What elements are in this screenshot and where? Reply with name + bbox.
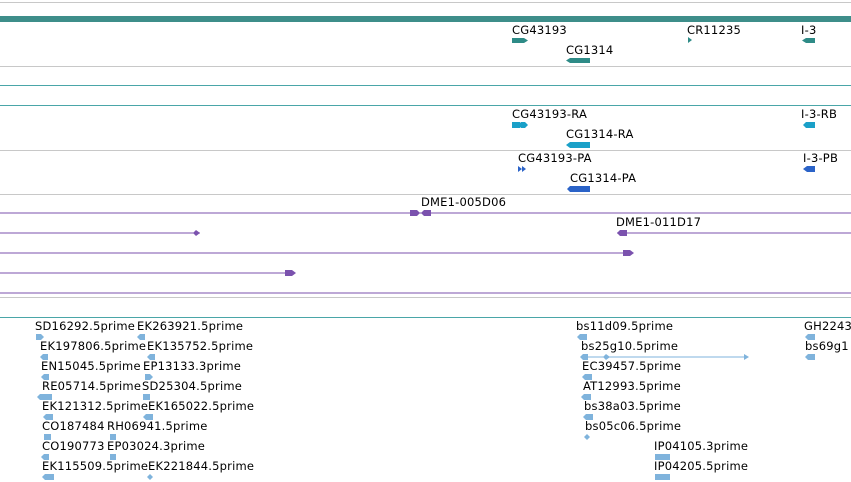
est-label[interactable]: bs11d09.5prime <box>576 319 674 333</box>
est-label[interactable]: EK121312.5prime <box>42 399 149 413</box>
gene-glyph-cg1314 <box>566 58 590 63</box>
est-glyph <box>584 434 590 440</box>
est-glyph <box>583 414 593 420</box>
transcript-glyph-cg43193-ra <box>512 122 523 128</box>
est-glyph <box>40 354 48 360</box>
est-glyph <box>655 474 670 480</box>
gene-label-i3[interactable]: I-3 <box>801 23 817 37</box>
gene-glyph-cr11235 <box>688 37 692 43</box>
clone-glyph-dme1-005d06-2 <box>421 210 431 216</box>
est-label[interactable]: SD25304.5prime <box>142 379 243 393</box>
clone-glyph-dme1-005d06 <box>410 210 420 216</box>
gene-label-cg1314[interactable]: CG1314 <box>566 43 614 57</box>
est-label[interactable]: bs69g1 <box>805 339 849 353</box>
est-label[interactable]: EP03024.3prime <box>107 439 206 453</box>
track-separator <box>0 150 851 151</box>
est-label[interactable]: AT12993.5prime <box>583 379 681 393</box>
track-separator <box>0 194 851 195</box>
est-label[interactable]: EK197806.5prime <box>40 339 147 353</box>
protein-glyph-i3-pb <box>803 166 815 172</box>
clone-glyph <box>285 270 296 276</box>
clone-glyph <box>193 230 200 236</box>
clone-label-dme1-005d06[interactable]: DME1-005D06 <box>421 195 507 209</box>
protein-label-cg1314-pa[interactable]: CG1314-PA <box>570 171 637 185</box>
est-glyph <box>582 374 592 380</box>
est-label[interactable]: bs38a03.5prime <box>584 399 681 413</box>
est-label[interactable]: bs05c06.5prime <box>585 419 682 433</box>
est-label[interactable]: SD16292.5prime <box>35 319 136 333</box>
est-label[interactable]: GH2243 <box>804 319 851 333</box>
transcript-label-i3-rb[interactable]: I-3-RB <box>801 107 838 121</box>
est-label[interactable]: RE05714.5prime <box>42 379 142 393</box>
est-glyph <box>655 454 670 460</box>
est-glyph <box>603 354 610 360</box>
est-glyph <box>805 354 815 360</box>
transcript-label-cg43193-ra[interactable]: CG43193-RA <box>512 107 588 121</box>
gene-label-cr11235[interactable]: CR11235 <box>687 23 742 37</box>
protein-glyph-cg1314-pa <box>567 186 590 192</box>
est-glyph <box>137 334 145 340</box>
track-separator <box>0 105 851 106</box>
est-glyph <box>581 394 591 400</box>
transcript-glyph-i3-rb <box>803 122 815 128</box>
clone-glyph <box>623 250 634 256</box>
est-label[interactable]: EP13133.3prime <box>143 359 242 373</box>
track-separator <box>0 85 851 86</box>
transcript-glyph-cg43193-ra-2 <box>521 122 528 128</box>
est-glyph <box>46 474 54 480</box>
est-label[interactable]: EK221844.5prime <box>148 459 255 473</box>
est-glyph <box>110 434 116 440</box>
est-glyph <box>110 454 116 460</box>
est-glyph <box>580 354 588 360</box>
gene-label-cg43193[interactable]: CG43193 <box>512 23 567 37</box>
clone-glyph-dme1-011d17 <box>617 230 627 236</box>
est-label[interactable]: IP04205.5prime <box>654 459 749 473</box>
est-label[interactable]: CO190773 <box>42 439 105 453</box>
transcript-glyph-cg1314-ra <box>566 142 590 148</box>
est-glyph <box>36 334 44 340</box>
est-glyph <box>147 354 155 360</box>
protein-label-cg43193-pa[interactable]: CG43193-PA <box>518 151 592 165</box>
est-glyph <box>41 454 49 460</box>
clone-label-dme1-011d17[interactable]: DME1-011D17 <box>616 215 702 229</box>
protein-label-i3-pb[interactable]: I-3-PB <box>803 151 839 165</box>
est-glyph <box>44 434 51 440</box>
track-separator <box>0 317 851 318</box>
est-label[interactable]: bs25g10.5prime <box>581 339 679 353</box>
est-label[interactable]: RH06941.5prime <box>107 419 208 433</box>
gene-glyph-i3 <box>802 38 815 43</box>
protein-glyph-cg43193-pa <box>518 166 522 172</box>
track-separator <box>0 297 851 298</box>
est-label[interactable]: EN15045.5prime <box>41 359 141 373</box>
track-separator <box>0 66 851 67</box>
est-glyph <box>43 414 53 420</box>
overview-track-bar <box>0 16 851 22</box>
gene-glyph-cg43193 <box>512 38 528 43</box>
est-glyph <box>41 374 49 380</box>
est-label[interactable]: IP04105.3prime <box>654 439 749 453</box>
transcript-label-cg1314-ra[interactable]: CG1314-RA <box>566 127 634 141</box>
est-label[interactable]: EC39457.5prime <box>582 359 682 373</box>
est-label[interactable]: EK115509.5prime <box>42 459 149 473</box>
est-glyph <box>143 414 153 420</box>
est-label[interactable]: EK135752.5prime <box>147 339 254 353</box>
track-separator <box>0 2 851 3</box>
est-label[interactable]: EK263921.5prime <box>137 319 244 333</box>
est-glyph <box>143 394 150 400</box>
est-glyph <box>805 334 815 340</box>
est-glyph <box>744 354 749 360</box>
protein-glyph-cg43193-pa-2 <box>522 166 526 172</box>
est-glyph <box>145 374 153 380</box>
est-glyph <box>147 474 153 480</box>
est-glyph <box>577 334 587 340</box>
est-glyph <box>42 394 52 400</box>
est-label[interactable]: CO187484 <box>42 419 105 433</box>
est-label[interactable]: EK165022.5prime <box>148 399 255 413</box>
